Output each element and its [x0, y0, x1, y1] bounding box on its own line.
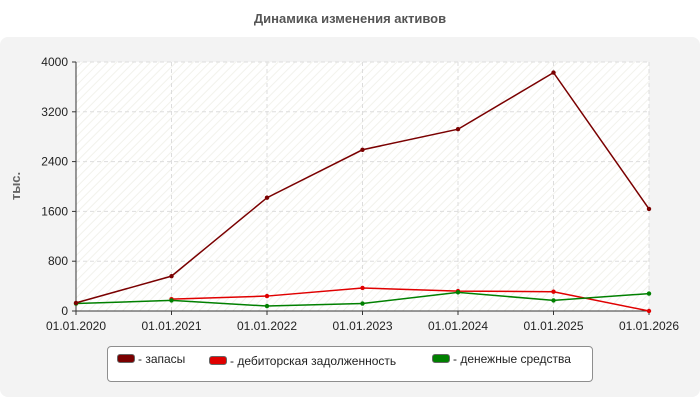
- x-tick-label: 01.01.2025: [523, 319, 583, 333]
- y-tick-label: 3200: [41, 105, 68, 119]
- grid: [76, 61, 650, 311]
- data-point: [551, 298, 556, 303]
- data-point: [360, 301, 365, 306]
- data-point: [646, 206, 652, 212]
- y-tick-label: 4000: [41, 55, 68, 69]
- x-tick-label: 01.01.2021: [141, 319, 201, 333]
- y-tick-label: 1600: [41, 204, 68, 218]
- plot-background: [76, 62, 649, 311]
- y-axis-label: тыс.: [8, 172, 23, 200]
- legend-label: - дебиторская задолженность: [230, 354, 397, 368]
- data-point: [264, 293, 270, 299]
- data-point: [646, 308, 652, 314]
- data-point: [455, 127, 461, 132]
- data-point: [360, 285, 365, 291]
- x-tick-label: 01.01.2024: [428, 319, 488, 333]
- data-point: [455, 290, 461, 295]
- legend-swatch: [209, 356, 227, 365]
- legend-label: - денежные средства: [453, 352, 571, 366]
- data-point: [551, 289, 556, 294]
- series-2: [73, 290, 652, 309]
- series-0: [73, 70, 652, 306]
- series: [73, 70, 652, 314]
- axes: 0 800 1600 2400 3200 4000 01.01.2020 01.01.2021…: [41, 55, 679, 333]
- legend-swatch: [432, 354, 450, 363]
- y-tick-label: 800: [48, 254, 68, 268]
- data-point: [73, 300, 79, 306]
- data-point: [169, 298, 174, 303]
- x-tick-label: 01.01.2020: [46, 319, 106, 333]
- data-point: [646, 291, 652, 296]
- chart-title: Динамика изменения активов: [253, 11, 447, 26]
- data-point: [264, 303, 270, 309]
- data-point: [264, 195, 270, 200]
- legend: - запасы - дебиторская задолженность - д…: [107, 346, 593, 382]
- legend-label: - запасы: [138, 352, 186, 366]
- y-tick-label: 2400: [41, 155, 68, 169]
- data-point: [169, 273, 174, 279]
- legend-swatch: [117, 354, 135, 363]
- x-tick-label: 01.01.2023: [332, 319, 392, 333]
- y-tick-label: 0: [61, 304, 68, 318]
- data-point: [360, 147, 365, 152]
- x-tick-label: 01.01.2026: [619, 319, 679, 333]
- series-line: [171, 287, 650, 312]
- data-point: [551, 70, 556, 75]
- x-tick-label: 01.01.2022: [237, 319, 297, 333]
